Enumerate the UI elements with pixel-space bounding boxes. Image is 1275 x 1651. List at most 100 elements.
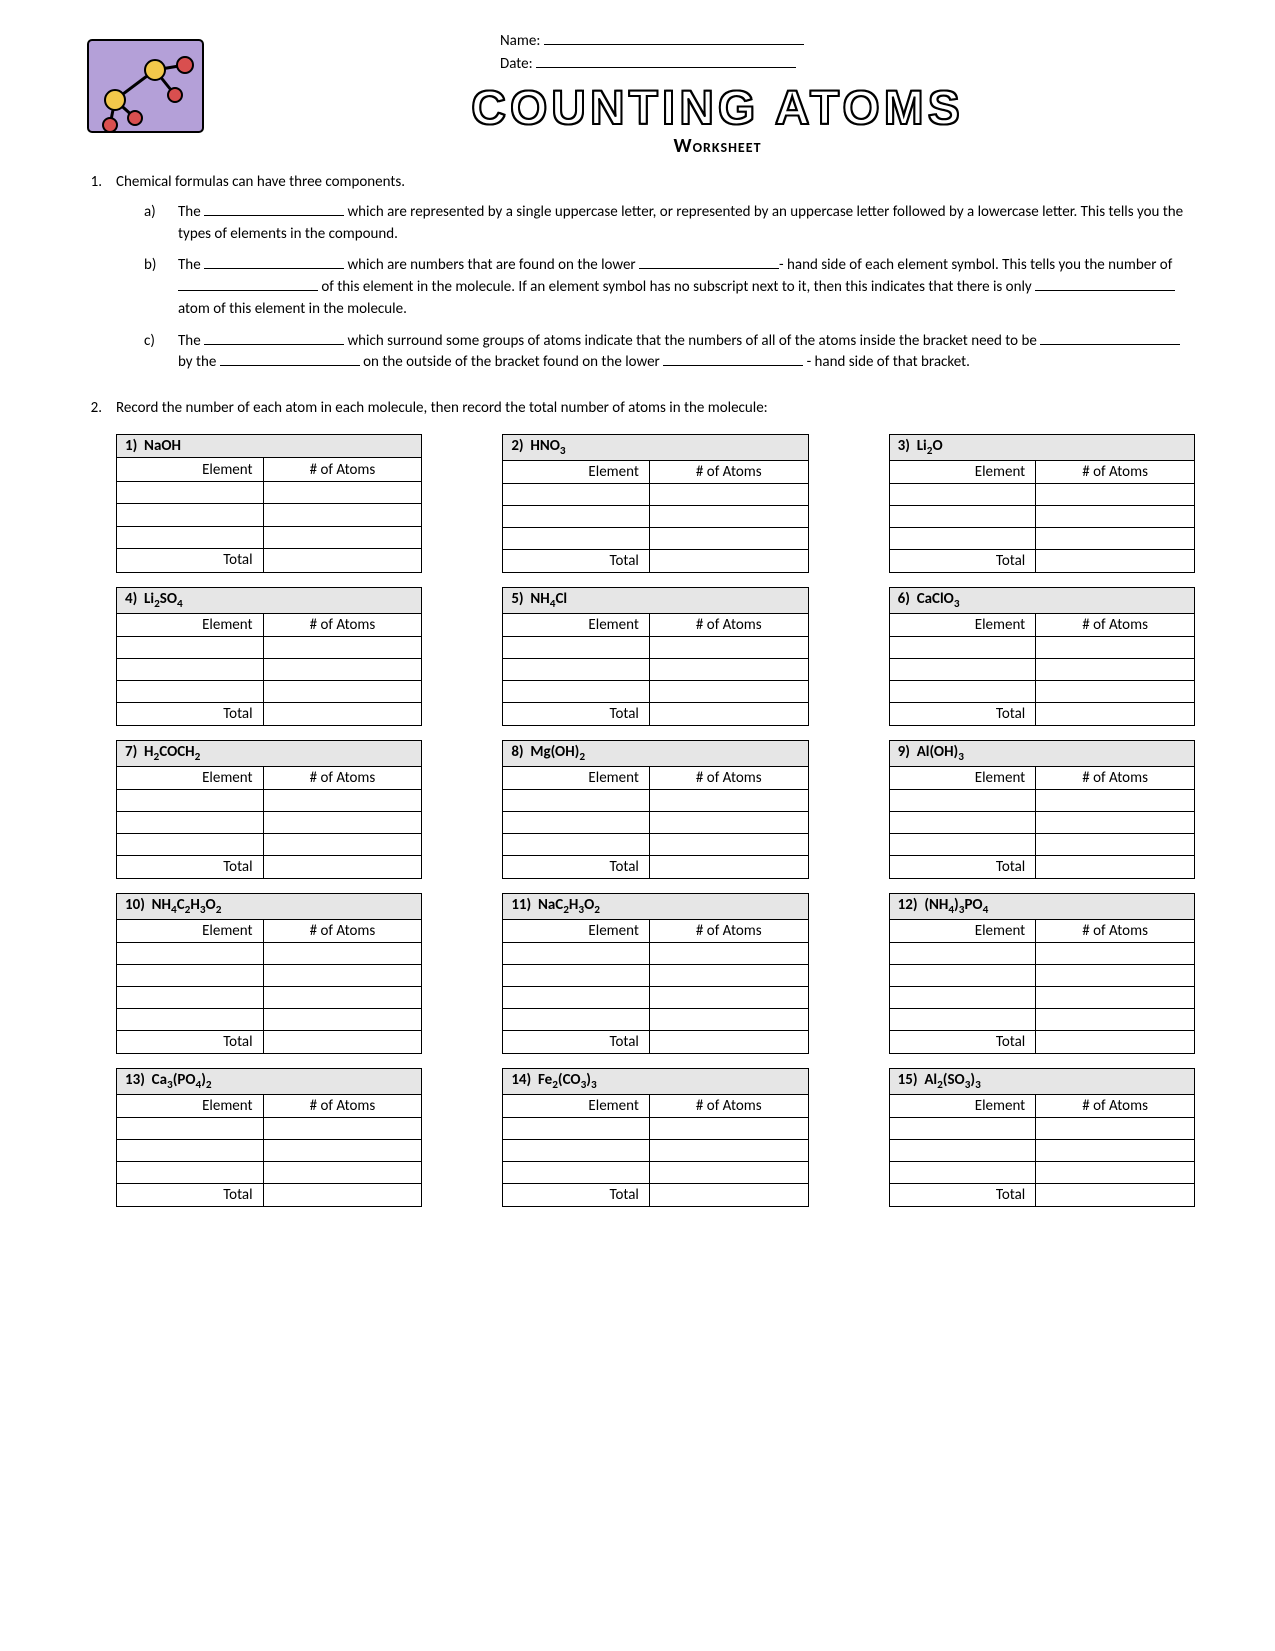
count-cell[interactable] — [1036, 942, 1195, 964]
element-cell[interactable] — [889, 658, 1036, 680]
element-cell[interactable] — [117, 636, 264, 658]
count-cell[interactable] — [649, 1161, 808, 1183]
count-cell[interactable] — [649, 680, 808, 702]
count-cell[interactable] — [263, 811, 422, 833]
element-cell[interactable] — [503, 1161, 650, 1183]
total-cell[interactable] — [1036, 702, 1195, 725]
element-cell[interactable] — [889, 964, 1036, 986]
total-cell[interactable] — [649, 855, 808, 878]
fill-blank[interactable] — [639, 256, 779, 270]
count-cell[interactable] — [1036, 636, 1195, 658]
count-cell[interactable] — [649, 1117, 808, 1139]
element-cell[interactable] — [889, 527, 1036, 549]
element-cell[interactable] — [117, 481, 264, 503]
count-cell[interactable] — [263, 680, 422, 702]
count-cell[interactable] — [649, 658, 808, 680]
fill-blank[interactable] — [1035, 278, 1175, 292]
count-cell[interactable] — [1036, 505, 1195, 527]
count-cell[interactable] — [649, 527, 808, 549]
element-cell[interactable] — [117, 680, 264, 702]
count-cell[interactable] — [649, 636, 808, 658]
element-cell[interactable] — [889, 1139, 1036, 1161]
element-cell[interactable] — [503, 680, 650, 702]
element-cell[interactable] — [889, 505, 1036, 527]
element-cell[interactable] — [117, 1161, 264, 1183]
fill-blank[interactable] — [663, 353, 803, 367]
element-cell[interactable] — [889, 986, 1036, 1008]
fill-blank[interactable] — [204, 202, 344, 216]
total-cell[interactable] — [1036, 855, 1195, 878]
element-cell[interactable] — [503, 789, 650, 811]
count-cell[interactable] — [1036, 680, 1195, 702]
count-cell[interactable] — [649, 964, 808, 986]
element-cell[interactable] — [503, 1139, 650, 1161]
element-cell[interactable] — [503, 505, 650, 527]
count-cell[interactable] — [263, 658, 422, 680]
count-cell[interactable] — [263, 1161, 422, 1183]
total-cell[interactable] — [1036, 1030, 1195, 1053]
count-cell[interactable] — [649, 505, 808, 527]
count-cell[interactable] — [263, 636, 422, 658]
total-cell[interactable] — [263, 1030, 422, 1053]
count-cell[interactable] — [263, 481, 422, 503]
element-cell[interactable] — [117, 811, 264, 833]
count-cell[interactable] — [263, 986, 422, 1008]
element-cell[interactable] — [117, 1117, 264, 1139]
fill-blank[interactable] — [178, 278, 318, 292]
element-cell[interactable] — [503, 658, 650, 680]
total-cell[interactable] — [263, 549, 422, 573]
fill-blank[interactable] — [204, 256, 344, 270]
count-cell[interactable] — [649, 986, 808, 1008]
total-cell[interactable] — [649, 1183, 808, 1206]
date-blank[interactable] — [536, 54, 796, 68]
count-cell[interactable] — [263, 1008, 422, 1030]
fill-blank[interactable] — [204, 331, 344, 345]
name-blank[interactable] — [544, 32, 804, 46]
count-cell[interactable] — [1036, 789, 1195, 811]
total-cell[interactable] — [649, 1030, 808, 1053]
count-cell[interactable] — [649, 1008, 808, 1030]
element-cell[interactable] — [503, 811, 650, 833]
element-cell[interactable] — [889, 833, 1036, 855]
count-cell[interactable] — [649, 1139, 808, 1161]
count-cell[interactable] — [263, 1117, 422, 1139]
element-cell[interactable] — [503, 986, 650, 1008]
element-cell[interactable] — [889, 1161, 1036, 1183]
element-cell[interactable] — [117, 964, 264, 986]
count-cell[interactable] — [263, 504, 422, 526]
count-cell[interactable] — [263, 1139, 422, 1161]
element-cell[interactable] — [117, 942, 264, 964]
count-cell[interactable] — [1036, 811, 1195, 833]
count-cell[interactable] — [1036, 833, 1195, 855]
total-cell[interactable] — [263, 1183, 422, 1206]
count-cell[interactable] — [263, 789, 422, 811]
element-cell[interactable] — [117, 833, 264, 855]
element-cell[interactable] — [117, 526, 264, 548]
element-cell[interactable] — [503, 942, 650, 964]
count-cell[interactable] — [649, 789, 808, 811]
total-cell[interactable] — [649, 702, 808, 725]
element-cell[interactable] — [117, 504, 264, 526]
total-cell[interactable] — [263, 702, 422, 725]
count-cell[interactable] — [1036, 986, 1195, 1008]
count-cell[interactable] — [263, 833, 422, 855]
count-cell[interactable] — [649, 942, 808, 964]
element-cell[interactable] — [117, 789, 264, 811]
total-cell[interactable] — [649, 549, 808, 572]
element-cell[interactable] — [117, 658, 264, 680]
element-cell[interactable] — [889, 789, 1036, 811]
element-cell[interactable] — [889, 811, 1036, 833]
total-cell[interactable] — [1036, 1183, 1195, 1206]
total-cell[interactable] — [263, 855, 422, 878]
count-cell[interactable] — [649, 811, 808, 833]
count-cell[interactable] — [1036, 964, 1195, 986]
count-cell[interactable] — [1036, 1008, 1195, 1030]
element-cell[interactable] — [503, 964, 650, 986]
element-cell[interactable] — [117, 986, 264, 1008]
fill-blank[interactable] — [1040, 331, 1180, 345]
count-cell[interactable] — [1036, 483, 1195, 505]
count-cell[interactable] — [263, 526, 422, 548]
count-cell[interactable] — [1036, 1139, 1195, 1161]
element-cell[interactable] — [889, 942, 1036, 964]
element-cell[interactable] — [889, 680, 1036, 702]
